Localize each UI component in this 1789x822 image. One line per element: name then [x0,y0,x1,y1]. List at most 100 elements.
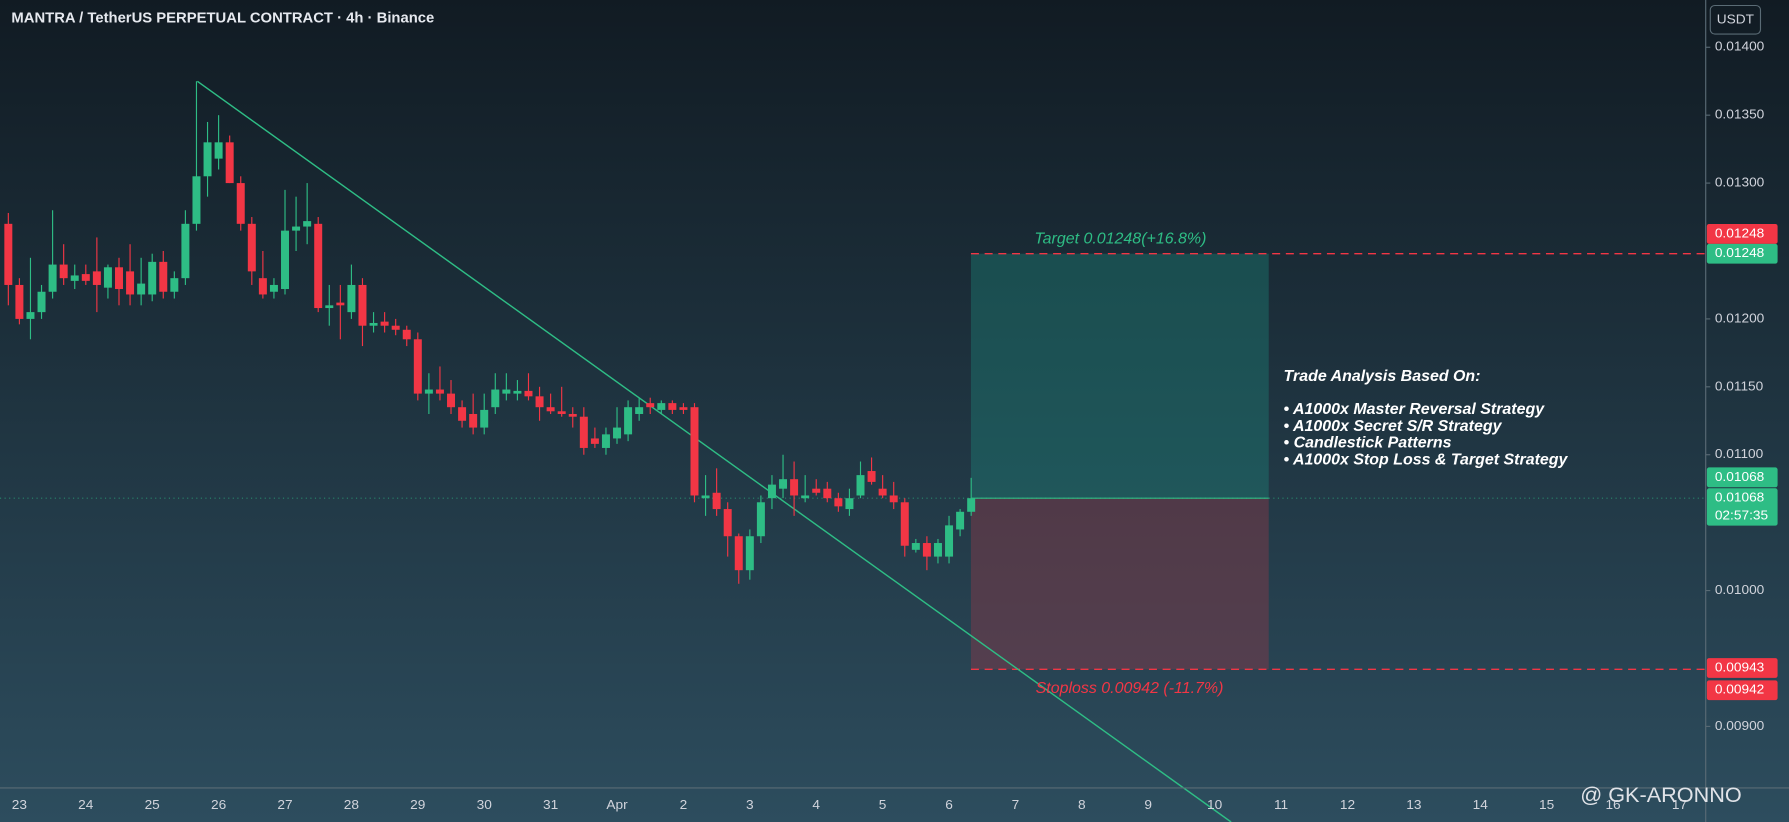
candle-body [734,536,743,571]
candle-body [635,407,644,414]
currency-box[interactable] [1709,4,1762,35]
candle-body [502,389,511,394]
candle-body [889,495,898,503]
candle-body [546,407,555,412]
analysis-item: • Candlestick Patterns [1284,435,1452,452]
x-tick-label: 13 [1406,797,1421,812]
candle-body [834,498,843,507]
candle-body [103,267,112,288]
x-tick-label: 14 [1473,797,1489,812]
price-badge-label: 0.01248 [1715,226,1764,241]
candle-body [59,264,68,279]
candle-body [590,438,599,444]
y-tick-label: 0.00900 [1715,718,1764,733]
analysis-item: • A1000x Master Reversal Strategy [1284,401,1546,418]
x-tick-label: 16 [1605,797,1620,812]
candle-body [458,407,467,421]
candle-body [192,176,201,224]
candle-body [922,543,931,557]
analysis-item: • A1000x Stop Loss & Target Strategy [1284,452,1569,469]
candle-body [358,284,367,326]
y-tick-label: 0.01150 [1715,379,1763,394]
x-tick-label: 10 [1207,797,1222,812]
countdown: 02:57:35 [1715,507,1768,522]
candle-body [347,284,356,313]
candle-body [911,543,920,550]
candle-body [413,339,422,394]
candle-body [480,409,489,428]
x-tick-label: 15 [1539,797,1554,812]
candle-body [15,284,24,319]
x-tick-label: 5 [879,797,887,812]
candle-body [601,434,610,448]
candle-body [867,471,876,482]
price-badge [1706,224,1778,244]
candle-body [402,329,411,340]
candle-body [823,488,832,499]
candle-body [513,390,522,394]
candle-body [790,479,799,496]
currency[interactable]: USDT [1717,11,1754,26]
candle-body [26,312,35,319]
x-tick-label: 2 [680,797,688,812]
candle-body [380,321,389,326]
candle-body [933,543,942,557]
y-tick-label: 0.01200 [1715,311,1764,326]
candle-body [424,389,433,394]
price-badge [1706,680,1778,701]
candle-body [225,142,234,184]
candle-body [690,407,699,496]
x-tick-label: 27 [277,797,292,812]
candle-body [391,325,400,330]
candle-body [203,142,212,177]
candle-body [491,389,500,408]
watermark: @ GK-ARONNO [1580,784,1742,808]
target-label: Target 0.01248(+16.8%) [1034,231,1206,248]
y-tick-label: 0.01100 [1715,446,1763,461]
candle-body [148,261,157,295]
candle-body [92,271,101,285]
candle-body [956,511,965,530]
candle-body [812,488,821,493]
candle-body [236,183,245,224]
y-tick-label: 0.01350 [1715,107,1764,122]
candle-body [303,221,312,227]
candle-body [679,407,688,410]
candle-body [900,502,909,546]
candle-body [37,291,46,313]
price-badge-label: 0.01068 [1715,490,1764,505]
candle-body [878,488,887,496]
stop-label: Stoploss 0.00942 (-11.7%) [1036,680,1224,697]
chart-title: MANTRA / TetherUS PERPETUAL CONTRACT · 4… [11,11,434,27]
candle-body [336,302,345,306]
candle-body [181,223,190,279]
price-badge-label: 0.01248 [1715,245,1764,260]
candle-body [247,223,256,272]
x-tick-label: 29 [410,797,425,812]
candle-body [613,427,622,439]
candle-body [745,536,754,571]
candle-body [801,495,810,499]
candle-body [845,498,854,510]
x-tick-label: 30 [477,797,492,812]
candle-body [292,226,301,231]
candle-body [945,525,954,557]
price-badge-label: 0.00942 [1715,682,1764,697]
x-tick-label: 24 [78,797,94,812]
x-tick-label: Apr [606,797,628,812]
x-tick-label: 6 [945,797,953,812]
candle-body [314,223,323,309]
candle-body [170,278,179,292]
candle-body [657,403,666,410]
candle-body [646,403,655,408]
candle-body [4,223,13,285]
candle-body [756,502,765,537]
candle-body [579,416,588,448]
analysis-heading: Trade Analysis Based On: [1284,368,1481,385]
candle-body [70,275,79,281]
x-tick-label: 17 [1672,797,1687,812]
x-tick-label: 11 [1274,797,1288,812]
price-badge [1706,658,1778,678]
